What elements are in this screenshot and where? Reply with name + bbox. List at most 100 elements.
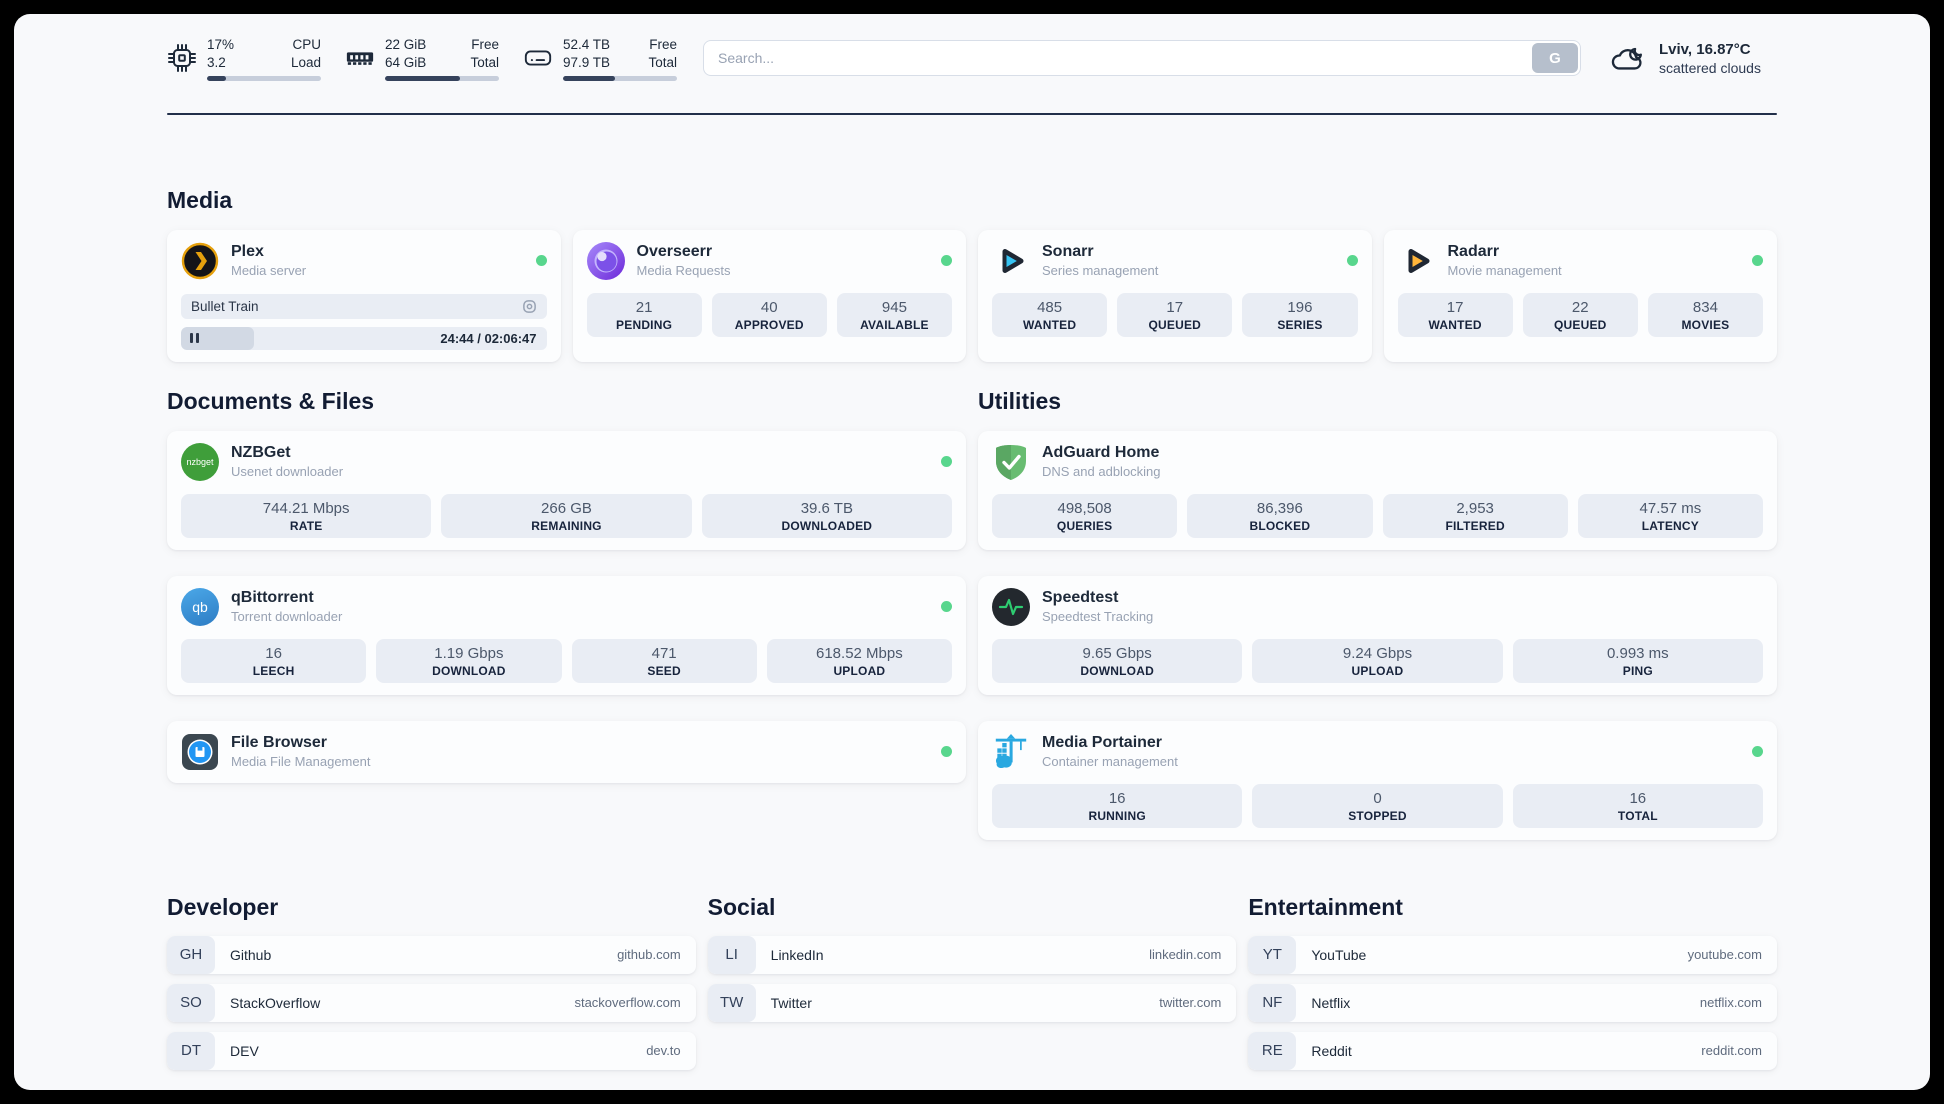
pause-icon[interactable] (190, 333, 199, 344)
bookmark-name: Reddit (1311, 1042, 1352, 1059)
app-name: Speedtest (1042, 589, 1119, 607)
adguard-card[interactable]: AdGuard Home DNS and adblocking 498,508 … (978, 430, 1777, 550)
stat-value: 196 (1287, 298, 1313, 316)
stat-label: TOTAL (1617, 808, 1658, 823)
cpu-label: CPU (292, 37, 321, 52)
disk-icon (523, 43, 553, 73)
bookmark-abbr: TW (707, 983, 756, 1022)
ram-free-label: Free (471, 37, 499, 52)
cloud-icon (1609, 42, 1647, 74)
stat-downloaded: 39.6 TB DOWNLOADED (701, 493, 952, 538)
stat-value: 47.57 ms (1639, 499, 1702, 517)
disk-stat-widget: 52.4 TB 97.9 TB Free Total (523, 36, 677, 81)
search-bar[interactable]: G (703, 40, 1581, 77)
app-subtitle: Series management (1042, 263, 1159, 279)
stat-stopped: 0 STOPPED (1252, 783, 1503, 828)
bookmark-name: Twitter (770, 994, 812, 1011)
stat-label: WANTED (1428, 317, 1482, 332)
stat-value: 266 GB (541, 499, 592, 517)
bookmark-netflix[interactable]: NF Netflix netflix.com (1248, 983, 1777, 1022)
bookmark-name: StackOverflow (230, 994, 321, 1011)
bookmark-reddit[interactable]: RE Reddit reddit.com (1248, 1031, 1777, 1070)
app-subtitle: DNS and adblocking (1042, 464, 1161, 480)
filebrowser-card[interactable]: File Browser Media File Management (167, 720, 966, 783)
bookmark-url: netflix.com (1699, 995, 1762, 1011)
status-online-dot (1752, 255, 1763, 267)
radarr-card[interactable]: Radarr Movie management 17 WANTED 22 QUE… (1383, 229, 1777, 362)
stat-label: FILTERED (1445, 518, 1505, 533)
sonarr-icon (992, 242, 1030, 280)
status-online-dot (1752, 746, 1763, 758)
plex-card[interactable]: Plex Media server Bullet Train (167, 229, 561, 362)
app-name: Plex (231, 243, 264, 261)
cpu-load-label: Load (290, 54, 321, 70)
stat-seed: 471 SEED (571, 638, 757, 683)
stat-queued: 22 QUEUED (1522, 292, 1638, 337)
bookmark-abbr: YT (1248, 935, 1297, 974)
stat-label: REMAINING (531, 518, 602, 533)
stat-value: 471 (651, 644, 677, 662)
bookmark-twitter[interactable]: TW Twitter twitter.com (707, 983, 1237, 1022)
bookmark-name: Github (230, 946, 272, 963)
stat-value: 0 (1373, 789, 1382, 807)
bookmark-name: LinkedIn (770, 946, 824, 963)
disk-free-label: Free (649, 37, 677, 52)
bookmark-abbr: SO (167, 983, 215, 1022)
bookmark-stackoverflow[interactable]: SO StackOverflow stackoverflow.com (167, 983, 696, 1022)
bookmark-url: reddit.com (1701, 1043, 1762, 1059)
bookmark-url: dev.to (646, 1043, 681, 1059)
bookmark-linkedin[interactable]: LI LinkedIn linkedin.com (707, 935, 1237, 974)
speedtest-card[interactable]: Speedtest Speedtest Tracking 9.65 Gbps D… (978, 575, 1777, 695)
stat-movies: 834 MOVIES (1647, 292, 1764, 337)
section-entertainment: Entertainment YT YouTube youtube.com NF … (1248, 894, 1777, 1070)
ram-progress-bar (385, 75, 499, 81)
stat-value: 9.65 Gbps (1082, 644, 1152, 662)
stat-value: 9.24 Gbps (1342, 644, 1413, 662)
utilities-section-title: Utilities (978, 387, 1062, 414)
stat-filtered: 2,953 FILTERED (1382, 493, 1568, 538)
search-input[interactable] (703, 40, 1581, 77)
app-name: Sonarr (1042, 243, 1094, 261)
stat-rate: 744.21 Mbps RATE (181, 493, 432, 538)
stat-value: 2,953 (1456, 499, 1494, 517)
stat-value: 86,396 (1256, 499, 1303, 517)
status-online-dot (941, 601, 952, 613)
app-name: AdGuard Home (1042, 444, 1160, 462)
cpu-stat-widget: 17% 3.2 CPU Load (167, 36, 321, 81)
disk-free-value: 52.4 TB (563, 37, 611, 52)
stat-label: RUNNING (1088, 808, 1146, 823)
app-name: Overseerr (636, 243, 713, 261)
search-engine-button[interactable]: G (1532, 43, 1578, 74)
bookmark-abbr: NF (1248, 983, 1297, 1022)
stat-value: 0.993 ms (1606, 644, 1669, 662)
entertainment-section-title: Entertainment (1248, 893, 1403, 920)
bookmark-url: youtube.com (1687, 947, 1762, 963)
bookmark-youtube[interactable]: YT YouTube youtube.com (1248, 935, 1777, 974)
stat-value: 498,508 (1057, 499, 1112, 517)
app-subtitle: Torrent downloader (231, 609, 343, 625)
nzbget-card[interactable]: nzbget NZBGet Usenet downloader 744.21 M… (167, 430, 966, 550)
stat-value: 16 (265, 644, 282, 662)
ram-free-value: 22 GiB (385, 37, 427, 52)
stat-label: WANTED (1022, 317, 1077, 332)
app-subtitle: Media server (231, 263, 307, 279)
plex-player-bar[interactable]: 24:44 / 02:06:47 (181, 326, 547, 350)
portainer-card[interactable]: Media Portainer Container management 16 … (978, 720, 1777, 840)
app-subtitle: Usenet downloader (231, 464, 344, 480)
stat-label: APPROVED (734, 317, 804, 332)
speedtest-icon (992, 587, 1030, 626)
bookmark-dev[interactable]: DT DEV dev.to (167, 1031, 696, 1070)
overseerr-card[interactable]: Overseerr Media Requests 21 PENDING 40 A… (572, 229, 966, 362)
stat-label: QUEUED (1553, 317, 1607, 332)
cpu-usage-value: 17% (207, 37, 235, 52)
adguard-icon (992, 443, 1030, 481)
ram-total-value: 64 GiB (385, 54, 427, 70)
stat-label: DOWNLOADED (781, 518, 873, 533)
qbittorrent-card[interactable]: qb qBittorrent Torrent downloader 16 (167, 575, 966, 695)
sonarr-card[interactable]: Sonarr Series management 485 WANTED 17 Q… (978, 229, 1372, 362)
stat-latency: 47.57 ms LATENCY (1577, 493, 1763, 538)
bookmark-github[interactable]: GH Github github.com (167, 935, 696, 974)
status-online-dot (941, 456, 952, 468)
stat-value: 834 (1692, 298, 1718, 316)
weather-widget[interactable]: Lviv, 16.87°C scattered clouds (1609, 41, 1777, 76)
